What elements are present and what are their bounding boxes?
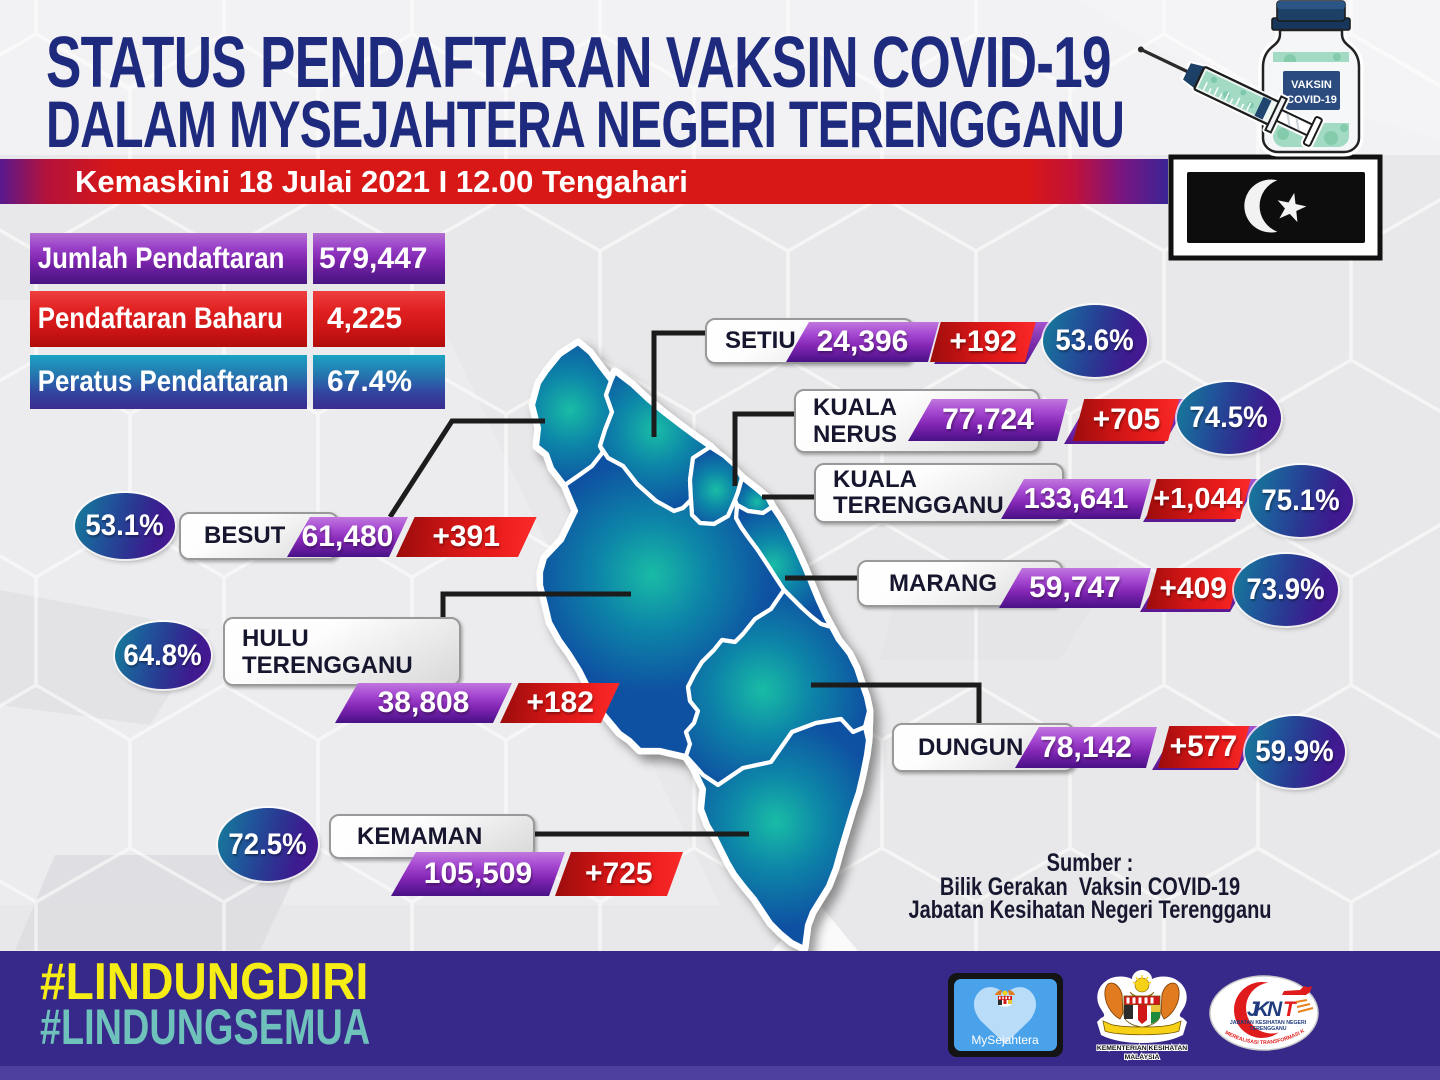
svg-text:MySejahtera: MySejahtera <box>971 1033 1039 1047</box>
svg-text:T: T <box>1283 998 1298 1021</box>
svg-text:MALAYSIA: MALAYSIA <box>1125 1054 1160 1061</box>
svg-text:COVID-19: COVID-19 <box>1286 94 1337 106</box>
svg-text:KEMENTERIAN KESIHATAN: KEMENTERIAN KESIHATAN <box>1097 1045 1187 1052</box>
svg-text:VAKSIN: VAKSIN <box>1291 79 1332 91</box>
svg-text:N: N <box>1267 998 1283 1021</box>
svg-text:TERENGGANU: TERENGGANU <box>1250 1026 1287 1032</box>
svg-text:J: J <box>1247 998 1260 1021</box>
svg-text:JABATAN KESIHATAN NEGERI: JABATAN KESIHATAN NEGERI <box>1230 1020 1307 1026</box>
svg-text:K: K <box>1254 998 1271 1021</box>
